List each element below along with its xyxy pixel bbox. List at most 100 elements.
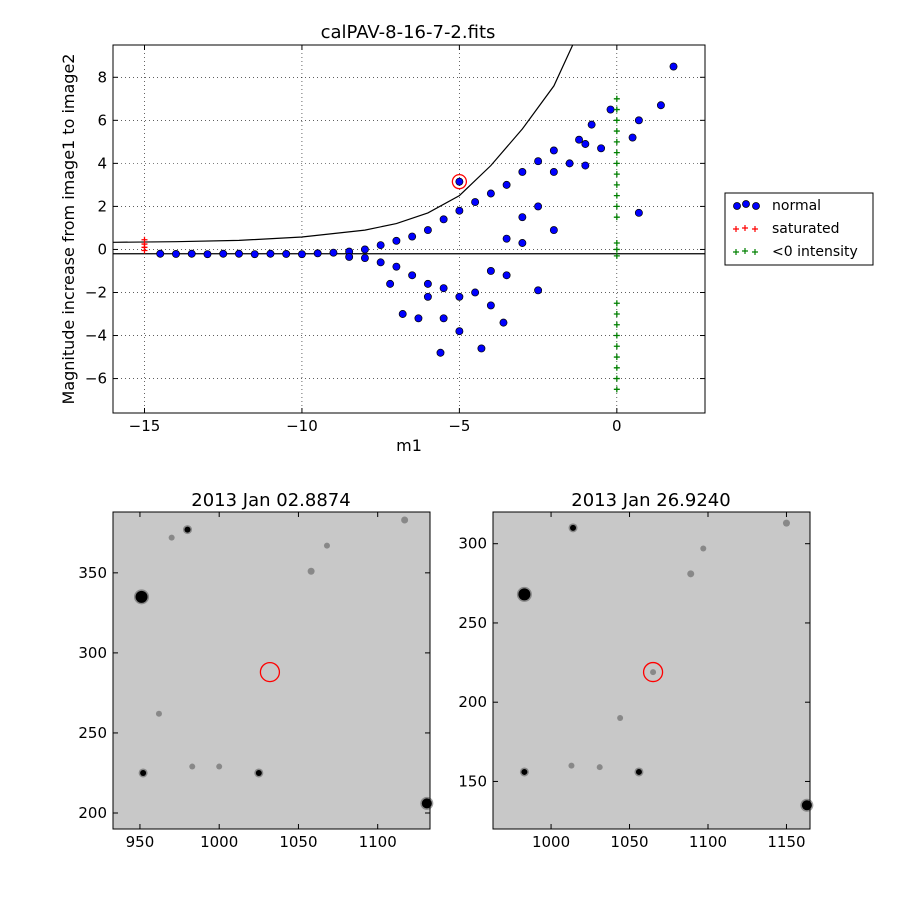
point-normal bbox=[455, 327, 464, 336]
y-tick-label: 0 bbox=[97, 240, 107, 258]
point-intensity bbox=[613, 354, 620, 361]
star bbox=[309, 569, 314, 574]
point-normal bbox=[534, 286, 543, 295]
point-normal bbox=[156, 249, 165, 258]
point-normal bbox=[329, 248, 338, 257]
y-tick-label: 150 bbox=[458, 772, 487, 790]
point-intensity bbox=[613, 386, 620, 393]
image-panel-right: 2013 Jan 26.9240 1000 1050 1100 1150 150 200 2… bbox=[458, 490, 814, 851]
point-intensity bbox=[613, 252, 620, 259]
point-normal bbox=[486, 267, 495, 275]
x-tick-label: 1150 bbox=[767, 833, 805, 851]
point-intensity bbox=[613, 95, 620, 102]
star bbox=[801, 800, 812, 811]
star-field-left bbox=[134, 516, 434, 810]
target-circle-left bbox=[259, 661, 281, 683]
point-normal bbox=[597, 144, 606, 153]
y-tick-label: 300 bbox=[458, 535, 487, 553]
x-tick-label: 1050 bbox=[279, 833, 317, 851]
x-tick-label: 0 bbox=[612, 417, 622, 435]
point-normal bbox=[414, 314, 423, 323]
point-normal bbox=[386, 279, 395, 288]
point-normal bbox=[423, 292, 432, 301]
point-normal bbox=[471, 198, 480, 207]
point-intensity bbox=[613, 364, 620, 371]
point-saturated bbox=[141, 247, 148, 254]
point-normal bbox=[518, 168, 527, 176]
image-area-left bbox=[113, 512, 430, 829]
image-title-left: 2013 Jan 02.8874 bbox=[191, 490, 350, 511]
threshold-curve-line bbox=[112, 44, 574, 243]
point-normal bbox=[376, 241, 385, 250]
point-normal bbox=[439, 215, 448, 224]
point-intensity bbox=[613, 246, 620, 253]
point-normal bbox=[345, 253, 354, 261]
point-normal bbox=[203, 250, 212, 259]
point-normal bbox=[534, 157, 543, 166]
point-normal bbox=[587, 120, 596, 129]
plot-area bbox=[113, 45, 705, 413]
point-normal bbox=[392, 262, 401, 271]
point-normal bbox=[392, 236, 401, 245]
y-tick-label: 2 bbox=[97, 197, 107, 215]
point-normal bbox=[518, 213, 527, 222]
star bbox=[598, 765, 602, 769]
image-frame-right bbox=[492, 511, 811, 830]
x-tick-label: 950 bbox=[126, 833, 155, 851]
axis-ticks-right: 1000 1050 1100 1150 150 200 250 300 bbox=[458, 512, 810, 851]
point-normal bbox=[486, 301, 495, 310]
point-normal bbox=[313, 249, 322, 258]
chart-title: calPAV-8-16-7-2.fits bbox=[321, 22, 496, 43]
point-normal bbox=[172, 250, 180, 258]
y-tick-label: 4 bbox=[97, 154, 107, 172]
point-normal bbox=[534, 202, 543, 211]
y-tick-label: −2 bbox=[85, 283, 107, 301]
threshold-curve bbox=[112, 44, 705, 255]
x-tick-label: 1000 bbox=[532, 833, 570, 851]
point-normal bbox=[423, 279, 432, 288]
y-tick-label: 200 bbox=[78, 804, 107, 822]
point-intensity bbox=[613, 171, 620, 178]
y-tick-label: 250 bbox=[78, 724, 107, 742]
legend: normal saturated <0 intensity bbox=[724, 192, 874, 266]
point-intensity bbox=[613, 311, 620, 318]
point-normal bbox=[423, 226, 432, 235]
point-intensity bbox=[613, 321, 620, 328]
point-intensity bbox=[613, 128, 620, 135]
point-normal bbox=[656, 101, 665, 110]
legend-negative-marker bbox=[733, 248, 758, 255]
point-normal bbox=[669, 62, 678, 71]
point-normal bbox=[628, 133, 637, 142]
x-tick-label: 1050 bbox=[610, 833, 648, 851]
point-normal bbox=[360, 254, 369, 263]
star bbox=[402, 518, 407, 523]
star bbox=[170, 536, 174, 540]
point-intensity bbox=[613, 138, 620, 145]
point-intensity bbox=[613, 239, 620, 246]
point-normal bbox=[565, 159, 574, 168]
point-intensity bbox=[613, 117, 620, 124]
point-normal bbox=[436, 348, 445, 357]
point-normal bbox=[549, 146, 558, 155]
scatter-panel: calPAV-8-16-7-2.fits −15 −10 −5 0 −6 −4 −2 0 2 4 6… bbox=[59, 22, 706, 455]
x-tick-label: 1100 bbox=[359, 833, 397, 851]
point-normal bbox=[376, 258, 385, 267]
image-title-right: 2013 Jan 26.9240 bbox=[571, 490, 730, 511]
point-intensity bbox=[613, 192, 620, 199]
point-normal bbox=[575, 135, 583, 144]
point-normal bbox=[499, 318, 508, 327]
y-tick-label: 8 bbox=[97, 68, 107, 86]
data-points bbox=[141, 62, 678, 393]
y-tick-label: 250 bbox=[458, 614, 487, 632]
x-tick-label: 1000 bbox=[200, 833, 238, 851]
star bbox=[518, 588, 531, 601]
star bbox=[651, 670, 655, 674]
legend-saturated-marker bbox=[733, 225, 758, 232]
y-tick-label: 200 bbox=[458, 693, 487, 711]
x-tick-label: 1100 bbox=[689, 833, 727, 851]
point-normal bbox=[549, 226, 558, 235]
point-normal bbox=[477, 344, 486, 353]
point-normal bbox=[408, 232, 417, 241]
star bbox=[157, 712, 161, 716]
y-tick-label: 350 bbox=[78, 564, 107, 582]
